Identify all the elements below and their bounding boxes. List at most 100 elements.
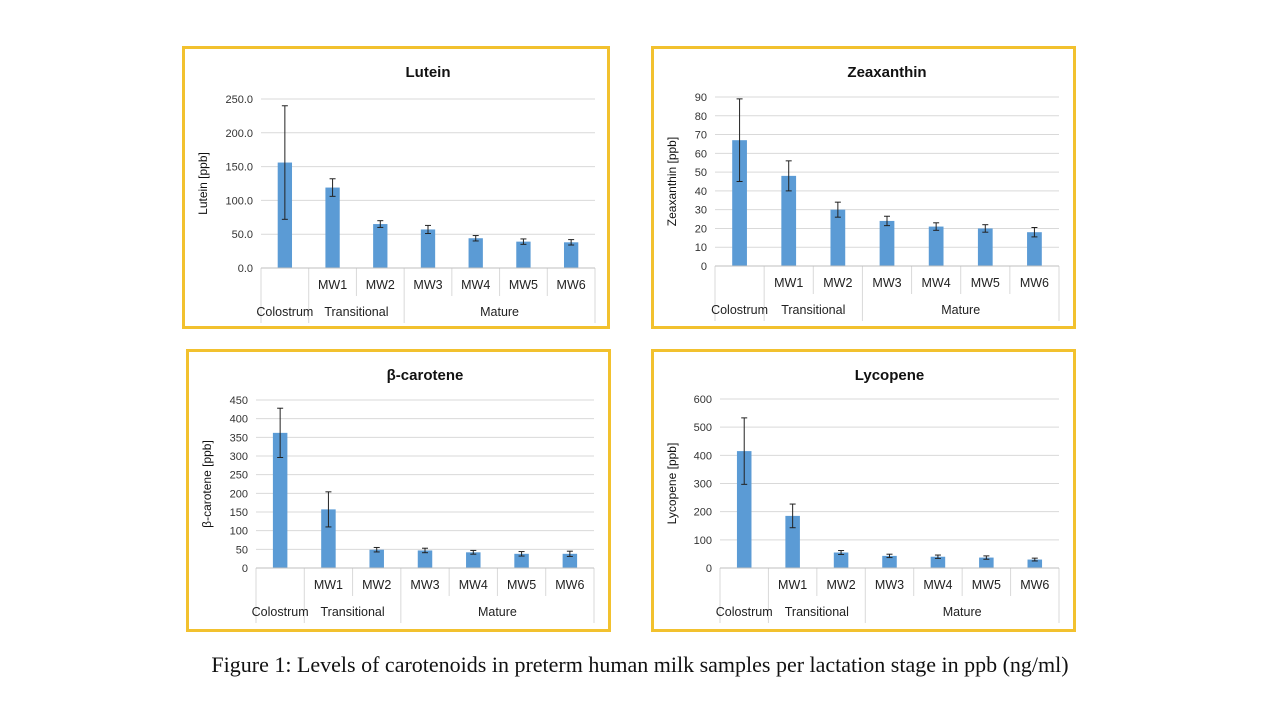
x-tick-label: MW3 bbox=[875, 578, 904, 592]
chart-panel-zeaxanthin: Zeaxanthin 0 10 20 30 40 50 60 70 80 90 Zeaxanthin … bbox=[651, 46, 1076, 329]
y-tick-label: 50 bbox=[695, 167, 707, 179]
chart-title: β-carotene bbox=[387, 367, 464, 384]
bar bbox=[736, 451, 752, 568]
x-tick-label: MW2 bbox=[366, 278, 395, 292]
y-tick-label: 200 bbox=[694, 507, 712, 519]
bar bbox=[833, 552, 849, 568]
lycopene-chart: Lycopene 0 100 200 300 400 500 600 Lycopene [ppb… bbox=[665, 367, 1060, 623]
group-label: Colostrum bbox=[716, 605, 773, 619]
x-tick-label: MW4 bbox=[922, 276, 951, 290]
zeaxanthin-chart: Zeaxanthin 0 10 20 30 40 50 60 70 80 90 Zeaxanthin … bbox=[665, 64, 1060, 321]
y-tick-label: 200.0 bbox=[225, 128, 253, 140]
y-tick-label: 600 bbox=[694, 394, 712, 406]
y-tick-label: 50.0 bbox=[232, 229, 253, 241]
bar bbox=[928, 226, 944, 266]
y-tick-label: 100 bbox=[230, 526, 248, 538]
group-label: Colostrum bbox=[711, 303, 768, 317]
y-tick-label: 70 bbox=[695, 130, 707, 142]
bar bbox=[979, 557, 994, 568]
x-tick-label: MW6 bbox=[555, 578, 584, 592]
x-tick-label: MW1 bbox=[318, 278, 347, 292]
bar bbox=[321, 509, 336, 568]
y-tick-label: 400 bbox=[694, 450, 712, 462]
bar bbox=[882, 555, 897, 568]
bar bbox=[369, 549, 384, 568]
bar bbox=[466, 552, 481, 568]
bar bbox=[781, 175, 797, 266]
x-tick-label: MW5 bbox=[507, 578, 536, 592]
y-tick-label: 100 bbox=[694, 535, 712, 547]
bar bbox=[830, 209, 846, 266]
y-tick-label: 0 bbox=[706, 563, 712, 575]
group-label: Mature bbox=[943, 605, 982, 619]
group-label: Transitional bbox=[785, 605, 849, 619]
y-tick-label: 350 bbox=[230, 432, 248, 444]
beta-carotene-chart: β-carotene 0 50 100 150 200 250 300 350 400 450 β-c… bbox=[200, 367, 595, 623]
bar bbox=[373, 224, 388, 268]
y-tick-label: 100.0 bbox=[225, 195, 253, 207]
chart-title: Lycopene bbox=[855, 367, 924, 384]
y-tick-label: 50 bbox=[236, 544, 248, 556]
y-tick-label: 400 bbox=[230, 414, 248, 426]
y-tick-label: 250 bbox=[230, 470, 248, 482]
y-tick-label: 90 bbox=[695, 92, 707, 104]
x-tick-label: MW4 bbox=[459, 578, 488, 592]
x-tick-label: MW5 bbox=[509, 278, 538, 292]
bar bbox=[1027, 232, 1042, 266]
y-tick-label: 20 bbox=[695, 223, 707, 235]
x-tick-label: MW1 bbox=[774, 276, 803, 290]
x-tick-label: MW4 bbox=[461, 278, 490, 292]
bar bbox=[516, 241, 531, 268]
bar bbox=[420, 229, 436, 268]
y-tick-label: 300 bbox=[694, 479, 712, 491]
bar bbox=[879, 220, 895, 266]
lutein-chart: Lutein 0.0 50.0 100.0 150.0 200.0 250.0 Lutein … bbox=[196, 64, 596, 323]
x-tick-label: MW1 bbox=[314, 578, 343, 592]
y-tick-label: 200 bbox=[230, 488, 248, 500]
group-label: Transitional bbox=[320, 605, 384, 619]
y-axis-label: Lycopene [ppb] bbox=[665, 443, 679, 525]
x-tick-label: MW2 bbox=[823, 276, 852, 290]
bar bbox=[325, 187, 340, 268]
group-label: Mature bbox=[480, 305, 519, 319]
bar bbox=[563, 242, 579, 268]
chart-panel-lycopene: Lycopene 0 100 200 300 400 500 600 Lycopene [ppb… bbox=[651, 349, 1076, 632]
group-label: Transitional bbox=[781, 303, 845, 317]
x-tick-label: MW1 bbox=[778, 578, 807, 592]
group-label: Transitional bbox=[324, 305, 388, 319]
y-tick-label: 40 bbox=[695, 186, 707, 198]
y-tick-label: 0.0 bbox=[238, 263, 253, 275]
y-tick-label: 500 bbox=[694, 422, 712, 434]
bar bbox=[732, 140, 747, 266]
bar bbox=[977, 228, 993, 266]
x-tick-label: MW2 bbox=[362, 578, 391, 592]
x-tick-label: MW6 bbox=[1020, 276, 1049, 290]
x-tick-label: MW6 bbox=[557, 278, 586, 292]
bar bbox=[562, 553, 578, 568]
bar bbox=[1027, 559, 1043, 568]
y-axis-label: Zeaxanthin [ppb] bbox=[665, 137, 679, 226]
y-tick-label: 0 bbox=[701, 261, 707, 273]
x-tick-label: MW3 bbox=[410, 578, 439, 592]
y-tick-label: 80 bbox=[695, 111, 707, 123]
group-label: Mature bbox=[941, 303, 980, 317]
chart-title: Zeaxanthin bbox=[847, 64, 926, 81]
chart-title: Lutein bbox=[406, 64, 451, 81]
group-label: Colostrum bbox=[256, 305, 313, 319]
y-tick-label: 150.0 bbox=[225, 162, 253, 174]
y-tick-label: 10 bbox=[695, 242, 707, 254]
bar bbox=[272, 432, 288, 568]
figure-caption: Figure 1: Levels of carotenoids in prete… bbox=[211, 652, 1069, 677]
bar bbox=[468, 238, 483, 268]
x-tick-label: MW5 bbox=[972, 578, 1001, 592]
x-tick-label: MW3 bbox=[872, 276, 901, 290]
y-tick-label: 60 bbox=[695, 148, 707, 160]
y-axis-label: β-carotene [ppb] bbox=[200, 440, 214, 528]
bar bbox=[417, 550, 433, 568]
y-tick-label: 150 bbox=[230, 507, 248, 519]
x-tick-label: MW5 bbox=[971, 276, 1000, 290]
x-tick-label: MW2 bbox=[826, 578, 855, 592]
y-tick-label: 450 bbox=[230, 395, 248, 407]
bar bbox=[930, 556, 946, 568]
bar bbox=[785, 515, 800, 568]
